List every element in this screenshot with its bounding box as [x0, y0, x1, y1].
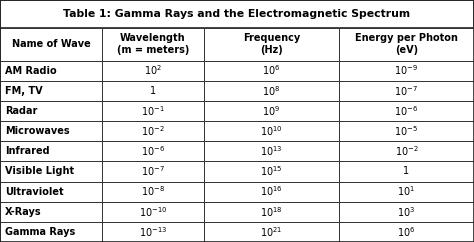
Bar: [102, 161, 204, 182]
Text: $10^{-13}$: $10^{-13}$: [139, 225, 167, 239]
Text: Wavelength
(m = meters): Wavelength (m = meters): [117, 33, 189, 55]
Text: Ultraviolet: Ultraviolet: [5, 187, 64, 197]
Bar: [204, 121, 339, 141]
Bar: [0, 0, 474, 28]
Bar: [0, 101, 102, 121]
Bar: [102, 141, 204, 161]
Text: Name of Wave: Name of Wave: [11, 39, 91, 49]
Text: $10^{-1}$: $10^{-1}$: [141, 104, 165, 118]
Bar: [0, 81, 102, 101]
Text: $10^{16}$: $10^{16}$: [260, 185, 283, 198]
Text: $10^{-9}$: $10^{-9}$: [394, 64, 419, 77]
Bar: [102, 202, 204, 222]
Text: Radar: Radar: [5, 106, 37, 116]
Text: $10^{-7}$: $10^{-7}$: [141, 165, 165, 178]
Bar: [204, 60, 339, 81]
Bar: [339, 161, 474, 182]
Text: $10^{6}$: $10^{6}$: [397, 225, 416, 239]
Text: $10^{3}$: $10^{3}$: [397, 205, 416, 219]
Text: $10^{13}$: $10^{13}$: [260, 144, 283, 158]
Bar: [102, 121, 204, 141]
Bar: [102, 28, 204, 60]
Bar: [102, 60, 204, 81]
Bar: [102, 222, 204, 242]
Bar: [204, 28, 339, 60]
Text: $10^{1}$: $10^{1}$: [397, 185, 416, 198]
Text: $10^{8}$: $10^{8}$: [262, 84, 281, 98]
Bar: [204, 182, 339, 202]
Text: $10^{2}$: $10^{2}$: [144, 64, 162, 77]
Text: $10^{10}$: $10^{10}$: [260, 124, 283, 138]
Bar: [102, 101, 204, 121]
Bar: [0, 202, 102, 222]
Bar: [339, 141, 474, 161]
Bar: [0, 182, 102, 202]
Bar: [0, 161, 102, 182]
Text: $10^{-6}$: $10^{-6}$: [141, 144, 165, 158]
Text: Gamma Rays: Gamma Rays: [5, 227, 75, 237]
Bar: [339, 182, 474, 202]
Bar: [0, 222, 102, 242]
Bar: [339, 222, 474, 242]
Bar: [204, 81, 339, 101]
Text: $10^{-10}$: $10^{-10}$: [138, 205, 167, 219]
Text: Table 1: Gamma Rays and the Electromagnetic Spectrum: Table 1: Gamma Rays and the Electromagne…: [64, 9, 410, 19]
Text: $10^{-6}$: $10^{-6}$: [394, 104, 419, 118]
Text: Frequency
(Hz): Frequency (Hz): [243, 33, 300, 55]
Text: $10^{-8}$: $10^{-8}$: [141, 185, 165, 198]
Text: $10^{-7}$: $10^{-7}$: [394, 84, 419, 98]
Text: FM, TV: FM, TV: [5, 86, 42, 96]
Bar: [204, 161, 339, 182]
Text: $10^{21}$: $10^{21}$: [260, 225, 283, 239]
Bar: [0, 141, 102, 161]
Text: 1: 1: [403, 166, 410, 176]
Text: 1: 1: [150, 86, 156, 96]
Text: $10^{-2}$: $10^{-2}$: [394, 144, 419, 158]
Bar: [102, 81, 204, 101]
Bar: [339, 28, 474, 60]
Bar: [339, 81, 474, 101]
Text: $10^{-2}$: $10^{-2}$: [141, 124, 165, 138]
Text: Infrared: Infrared: [5, 146, 49, 156]
Text: $10^{6}$: $10^{6}$: [262, 64, 281, 77]
Text: Visible Light: Visible Light: [5, 166, 74, 176]
Bar: [102, 182, 204, 202]
Bar: [204, 222, 339, 242]
Text: $10^{18}$: $10^{18}$: [260, 205, 283, 219]
Text: X-Rays: X-Rays: [5, 207, 41, 217]
Bar: [339, 121, 474, 141]
Bar: [339, 60, 474, 81]
Text: AM Radio: AM Radio: [5, 66, 56, 76]
Text: $10^{-5}$: $10^{-5}$: [394, 124, 419, 138]
Bar: [339, 202, 474, 222]
Bar: [0, 28, 102, 60]
Text: $10^{9}$: $10^{9}$: [262, 104, 281, 118]
Bar: [204, 101, 339, 121]
Bar: [0, 121, 102, 141]
Bar: [204, 141, 339, 161]
Bar: [0, 60, 102, 81]
Text: $10^{15}$: $10^{15}$: [260, 165, 283, 178]
Text: Microwaves: Microwaves: [5, 126, 69, 136]
Bar: [204, 202, 339, 222]
Text: Energy per Photon
(eV): Energy per Photon (eV): [355, 33, 458, 55]
Bar: [339, 101, 474, 121]
